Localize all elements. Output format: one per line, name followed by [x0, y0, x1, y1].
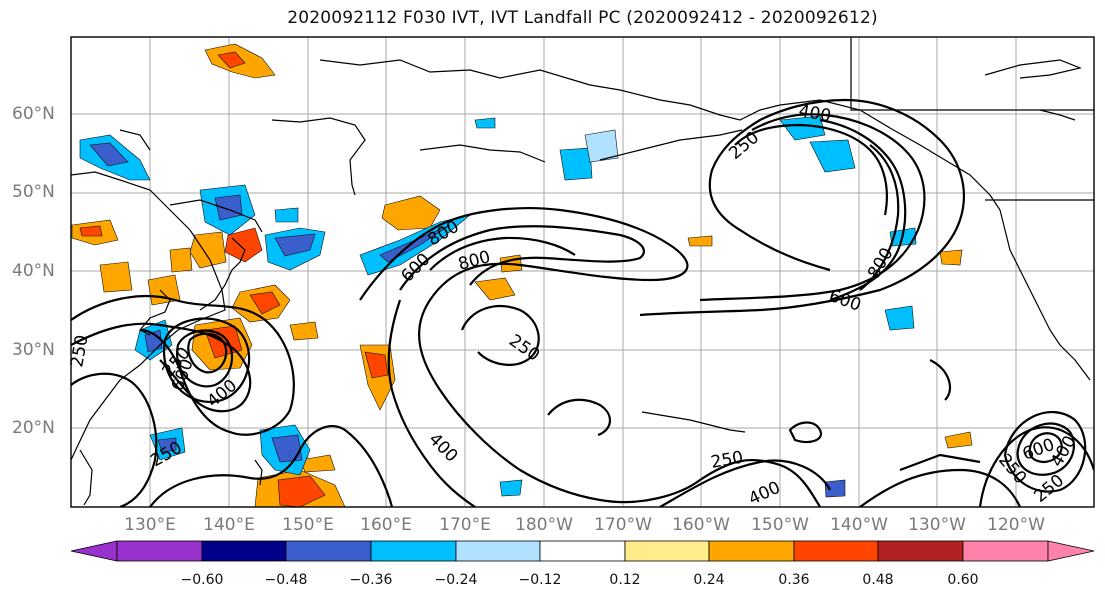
- colorbar-extend-low: [70, 540, 118, 562]
- coastlines: [71, 37, 1094, 506]
- colorbar: [70, 540, 1095, 562]
- colorbar-segment: [624, 540, 710, 562]
- colorbar-tick: −0.12: [518, 572, 562, 588]
- colorbar-segment: [708, 540, 795, 562]
- colorbar-tick: 0.48: [862, 572, 894, 588]
- latitude-label: 20°N: [12, 418, 55, 438]
- colorbar-extend-high: [1047, 540, 1095, 562]
- colorbar-segment: [877, 540, 964, 562]
- colorbar-tick: −0.36: [349, 572, 393, 588]
- colorbar-tick: 0.24: [693, 572, 725, 588]
- colorbar-segment: [539, 540, 626, 562]
- colorbar-tick: 0.12: [609, 572, 641, 588]
- longitude-label: 170°W: [594, 515, 652, 535]
- longitude-label: 140°W: [830, 515, 888, 535]
- map-frame: [70, 36, 1095, 508]
- longitude-label: 120°W: [987, 515, 1045, 535]
- latitude-label: 50°N: [12, 182, 55, 202]
- longitude-label: 140°E: [203, 515, 255, 535]
- longitude-label: 150°W: [751, 515, 809, 535]
- latitude-label: 40°N: [12, 261, 55, 281]
- map-title: 2020092112 F030 IVT, IVT Landfall PC (20…: [287, 8, 878, 28]
- ivt-contours: [71, 98, 1094, 507]
- longitude-label: 170°E: [439, 515, 491, 535]
- colorbar-segment: [455, 540, 541, 562]
- colorbar-segment: [285, 540, 372, 562]
- colorbar-tick: −0.60: [180, 572, 224, 588]
- longitude-label: 160°E: [360, 515, 412, 535]
- longitude-label: 130°W: [908, 515, 966, 535]
- gridlines: [71, 37, 1094, 507]
- latitude-label: 30°N: [12, 340, 55, 360]
- colorbar-segment: [201, 540, 287, 562]
- colorbar-segment: [793, 540, 879, 562]
- colorbar-segment: [370, 540, 457, 562]
- longitude-label: 150°E: [282, 515, 334, 535]
- colorbar-segment: [116, 540, 203, 562]
- negative-anomaly-shading: [79, 115, 917, 498]
- colorbar-segment: [962, 540, 1049, 562]
- longitude-label: 130°E: [124, 515, 176, 535]
- longitude-label: 180°W: [515, 515, 573, 535]
- positive-anomaly-shading: [71, 43, 973, 507]
- colorbar-tick: 0.36: [778, 572, 810, 588]
- latitude-label: 60°N: [12, 104, 55, 124]
- longitude-label: 160°W: [672, 515, 730, 535]
- colorbar-tick: −0.24: [434, 572, 478, 588]
- colorbar-tick: 0.60: [947, 572, 979, 588]
- colorbar-tick: −0.48: [264, 572, 308, 588]
